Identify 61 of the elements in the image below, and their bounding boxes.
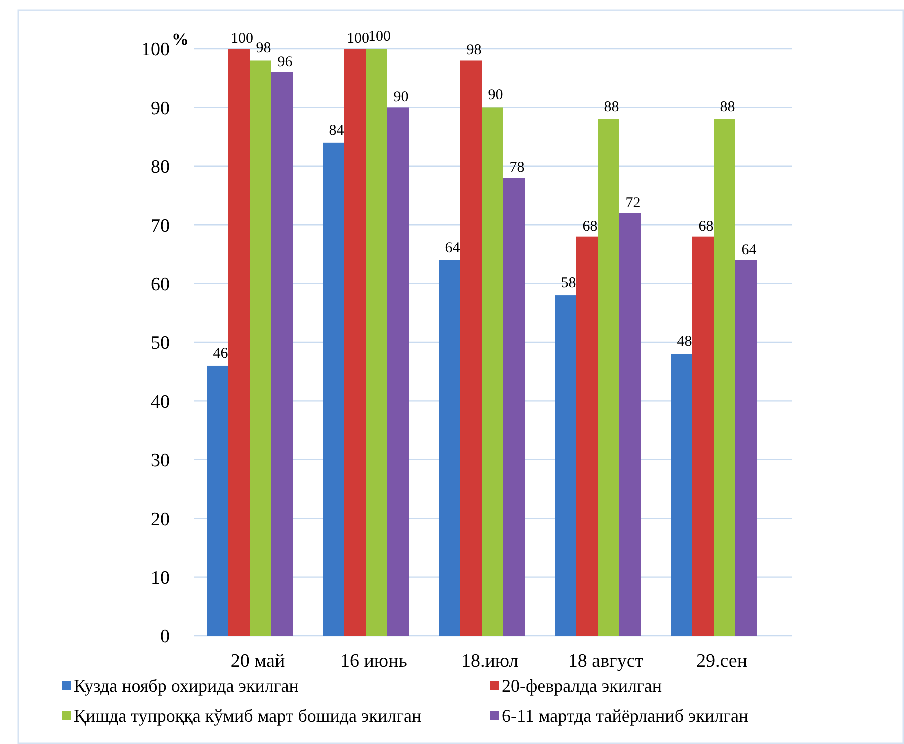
legend-label: Қишда тупроққа кўмиб март бошида экилган — [74, 706, 422, 726]
y-tick-label: 20 — [151, 509, 170, 530]
data-label: 96 — [278, 54, 294, 70]
bar — [272, 72, 293, 636]
bar — [576, 236, 598, 636]
y-tick-label: 80 — [151, 157, 170, 178]
legend-label: 20-февралда экилган — [502, 676, 662, 696]
data-label: 64 — [445, 240, 461, 256]
data-label: 90 — [394, 90, 409, 106]
bar — [344, 49, 366, 636]
legend-label: Кузда ноябр охирида экилган — [74, 676, 300, 696]
data-label: 98 — [256, 40, 272, 57]
bar — [598, 119, 620, 636]
bar — [439, 260, 460, 636]
bar — [504, 178, 525, 636]
bar — [482, 108, 504, 636]
data-label: 88 — [720, 99, 736, 116]
bar — [250, 60, 272, 636]
x-tick-label: 18.июл — [461, 651, 520, 672]
bar — [388, 108, 409, 636]
bar — [714, 119, 736, 636]
data-label: 68 — [582, 218, 598, 235]
x-tick-label: 16 июнь — [340, 651, 408, 672]
bar — [692, 236, 714, 636]
bar — [620, 213, 641, 636]
data-label: 100 — [231, 31, 254, 47]
y-tick-label: 40 — [151, 392, 170, 413]
data-label: 58 — [561, 276, 576, 292]
y-tick-label: 100 — [142, 40, 170, 61]
y-tick-label: 30 — [151, 450, 170, 472]
data-label: 100 — [347, 31, 370, 47]
x-tick-label: 20 май — [230, 651, 286, 672]
bar — [228, 49, 250, 636]
data-label: 90 — [488, 88, 504, 104]
data-label: 84 — [329, 122, 345, 139]
y-tick-label: 10 — [151, 568, 170, 589]
bar — [323, 142, 344, 636]
bar — [460, 60, 482, 636]
data-label: 100 — [368, 29, 391, 45]
bar — [671, 354, 692, 636]
bar — [555, 296, 576, 636]
data-label: 78 — [510, 160, 525, 176]
data-label: 68 — [698, 218, 714, 235]
legend-label: 6-11 мартда тайёрланиб экилган — [502, 706, 749, 726]
bar — [736, 260, 757, 636]
y-tick-label: 0 — [160, 626, 170, 648]
data-label: 88 — [604, 99, 620, 116]
y-tick-label: 60 — [151, 274, 170, 296]
y-tick-label: 70 — [151, 216, 170, 237]
data-label: 48 — [677, 334, 692, 350]
y-tick-label: 50 — [151, 333, 170, 354]
data-label: 46 — [213, 346, 229, 362]
bar — [366, 49, 388, 636]
y-axis-title: % — [172, 30, 189, 49]
data-label: 98 — [466, 42, 482, 59]
data-label: 72 — [626, 195, 641, 212]
y-tick-label: 90 — [151, 98, 170, 120]
x-tick-label: 29.сен — [696, 651, 748, 672]
data-label: 64 — [742, 242, 758, 258]
bar — [207, 366, 228, 636]
x-tick-label: 18 август — [568, 651, 644, 672]
